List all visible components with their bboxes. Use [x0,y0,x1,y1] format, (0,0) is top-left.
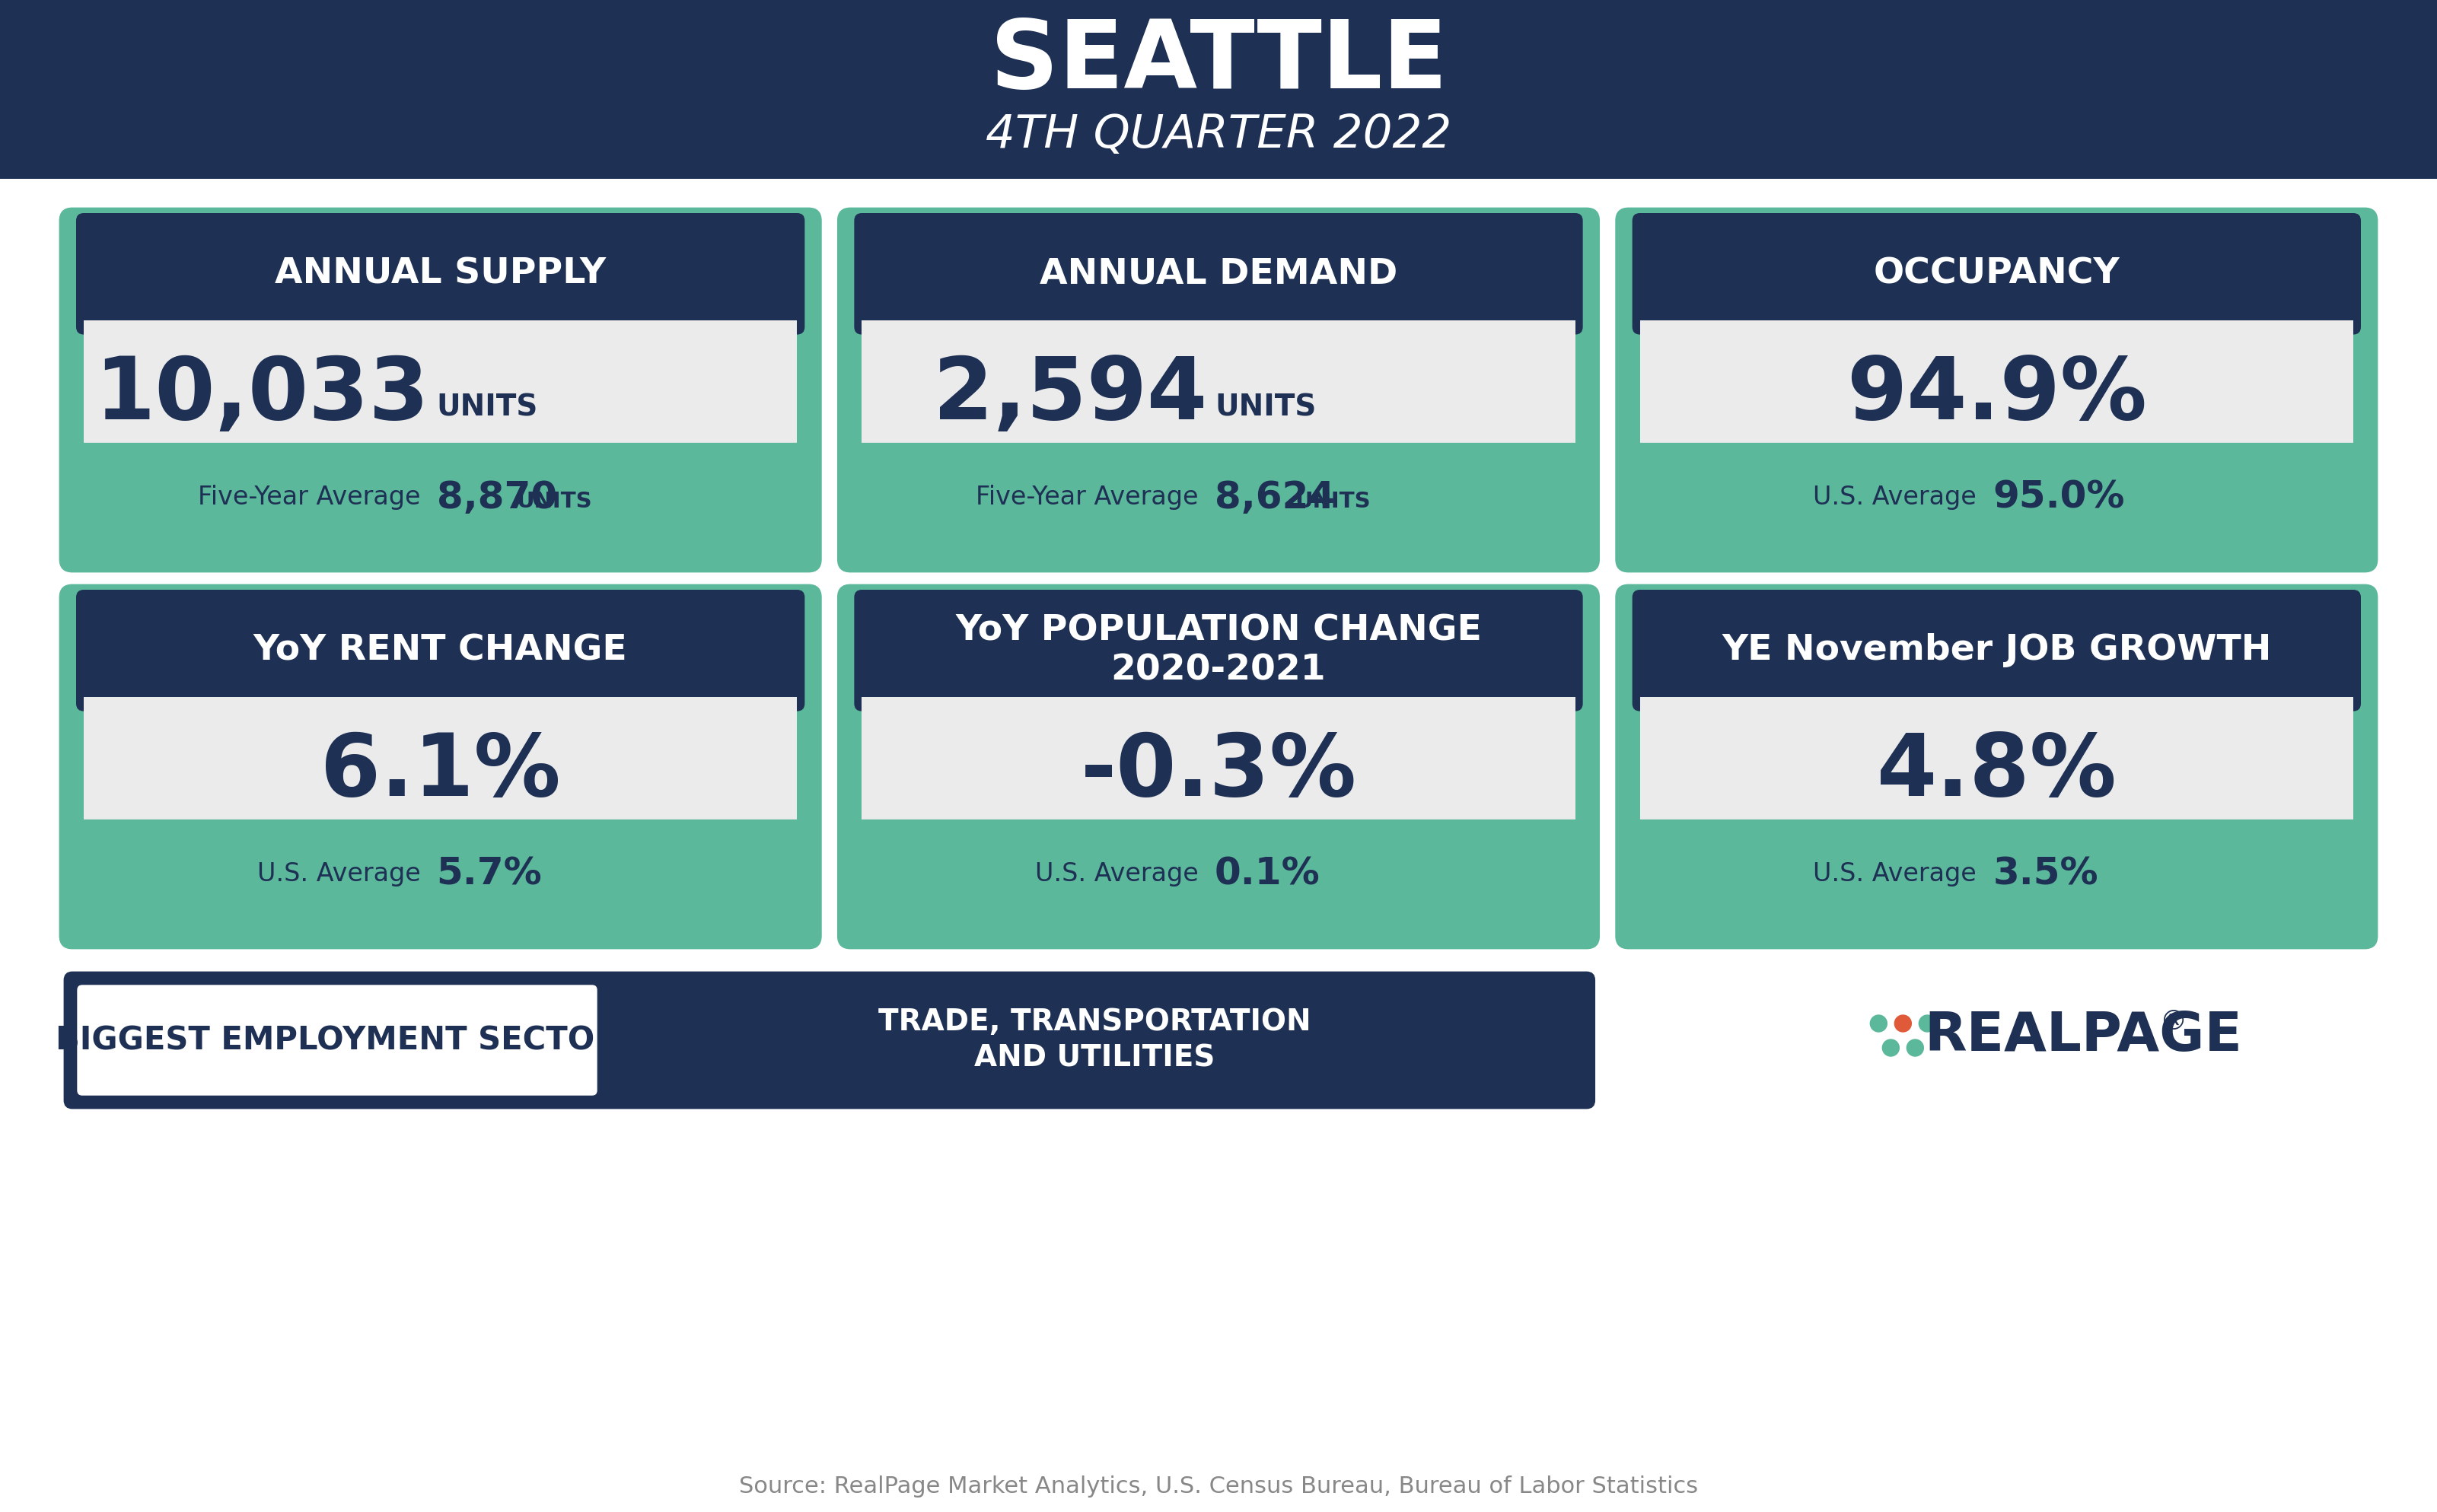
Text: -0.3%: -0.3% [1080,729,1357,813]
FancyBboxPatch shape [1640,321,2354,470]
Text: 10,033: 10,033 [95,352,429,437]
FancyBboxPatch shape [0,0,2437,178]
FancyBboxPatch shape [78,986,597,1095]
Text: REALPAGE: REALPAGE [1925,1010,2242,1061]
Circle shape [1881,1039,1898,1057]
Circle shape [1894,1015,1911,1031]
Text: 8,870: 8,870 [436,479,558,516]
Text: Five-Year Average: Five-Year Average [197,485,436,510]
FancyBboxPatch shape [76,820,804,933]
Text: 5.7%: 5.7% [436,856,541,892]
FancyBboxPatch shape [838,585,1599,948]
Text: 2,594: 2,594 [933,352,1206,437]
FancyBboxPatch shape [1633,213,2361,334]
Text: YE November JOB GROWTH: YE November JOB GROWTH [1721,634,2271,668]
Text: 8,624: 8,624 [1214,479,1335,516]
FancyBboxPatch shape [83,321,797,470]
Text: ANNUAL SUPPLY: ANNUAL SUPPLY [275,257,607,290]
Text: OCCUPANCY: OCCUPANCY [1874,257,2120,290]
FancyBboxPatch shape [855,590,1582,711]
Circle shape [1906,1039,1923,1057]
FancyBboxPatch shape [855,443,1582,555]
FancyBboxPatch shape [863,321,1574,470]
FancyBboxPatch shape [855,213,1582,334]
Text: 0.1%: 0.1% [1214,856,1321,892]
FancyBboxPatch shape [76,590,804,711]
FancyBboxPatch shape [838,209,1599,572]
Text: U.S. Average: U.S. Average [1813,862,1993,888]
Text: BIGGEST EMPLOYMENT SECTOR: BIGGEST EMPLOYMENT SECTOR [56,1024,619,1057]
Circle shape [1869,1015,1886,1031]
FancyBboxPatch shape [1633,590,2361,711]
Text: ®: ® [2159,1009,2188,1034]
FancyBboxPatch shape [76,213,804,334]
FancyBboxPatch shape [1616,585,2376,948]
FancyBboxPatch shape [61,585,821,948]
FancyBboxPatch shape [1616,209,2376,572]
FancyBboxPatch shape [66,972,1594,1108]
Text: 6.1%: 6.1% [319,729,561,813]
Text: YoY POPULATION CHANGE
2020-2021: YoY POPULATION CHANGE 2020-2021 [955,614,1482,688]
Text: 4.8%: 4.8% [1876,729,2118,813]
FancyBboxPatch shape [83,697,797,847]
Circle shape [1918,1015,1935,1031]
Text: 4TH QUARTER 2022: 4TH QUARTER 2022 [985,113,1452,157]
Text: U.S. Average: U.S. Average [1813,485,1993,510]
Text: UNITS: UNITS [517,491,592,513]
FancyBboxPatch shape [1633,820,2361,933]
Text: 94.9%: 94.9% [1847,352,2147,437]
FancyBboxPatch shape [1633,443,2361,555]
Text: UNITS: UNITS [1214,393,1316,422]
Text: 95.0%: 95.0% [1993,479,2125,516]
Text: UNITS: UNITS [436,393,539,422]
Text: UNITS: UNITS [1294,491,1370,513]
Text: U.S. Average: U.S. Average [1036,862,1214,888]
Text: U.S. Average: U.S. Average [256,862,436,888]
Text: Source: RealPage Market Analytics, U.S. Census Bureau, Bureau of Labor Statistic: Source: RealPage Market Analytics, U.S. … [738,1476,1699,1497]
FancyBboxPatch shape [1640,697,2354,847]
Text: SEATTLE: SEATTLE [989,17,1448,109]
Text: Five-Year Average: Five-Year Average [975,485,1214,510]
Text: YoY RENT CHANGE: YoY RENT CHANGE [253,634,629,668]
Text: TRADE, TRANSPORTATION
AND UTILITIES: TRADE, TRANSPORTATION AND UTILITIES [877,1009,1311,1072]
FancyBboxPatch shape [61,209,821,572]
Text: ANNUAL DEMAND: ANNUAL DEMAND [1041,257,1396,290]
FancyBboxPatch shape [863,697,1574,847]
FancyBboxPatch shape [855,820,1582,933]
Text: 3.5%: 3.5% [1993,856,2098,892]
FancyBboxPatch shape [76,443,804,555]
